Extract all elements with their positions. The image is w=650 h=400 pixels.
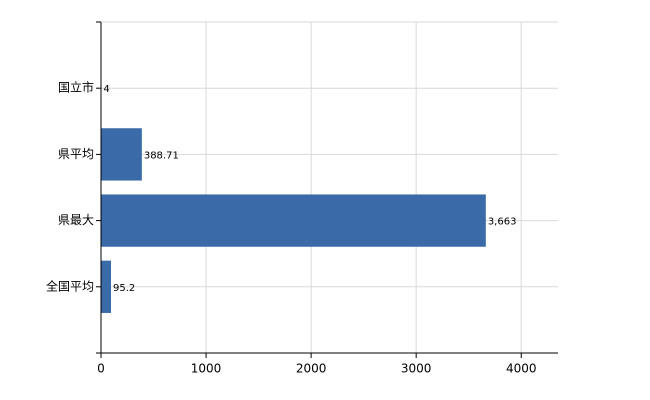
bar bbox=[101, 260, 112, 313]
x-tick-label: 0 bbox=[97, 362, 105, 376]
value-label: 4 bbox=[103, 84, 109, 95]
value-label: 3,663 bbox=[488, 217, 517, 228]
y-tick-label: 県平均 bbox=[58, 147, 94, 161]
x-tick-label: 1000 bbox=[191, 362, 222, 376]
bar bbox=[101, 194, 486, 247]
x-tick-label: 3000 bbox=[401, 362, 432, 376]
x-tick-label: 2000 bbox=[296, 362, 327, 376]
y-tick-label: 県最大 bbox=[58, 213, 94, 227]
value-label: 95.2 bbox=[113, 283, 135, 294]
y-tick-label: 全国平均 bbox=[46, 278, 94, 293]
bar bbox=[101, 128, 142, 181]
value-label: 388.71 bbox=[144, 150, 179, 161]
y-tick-label: 国立市 bbox=[58, 80, 94, 95]
x-tick-label: 4000 bbox=[506, 362, 537, 376]
